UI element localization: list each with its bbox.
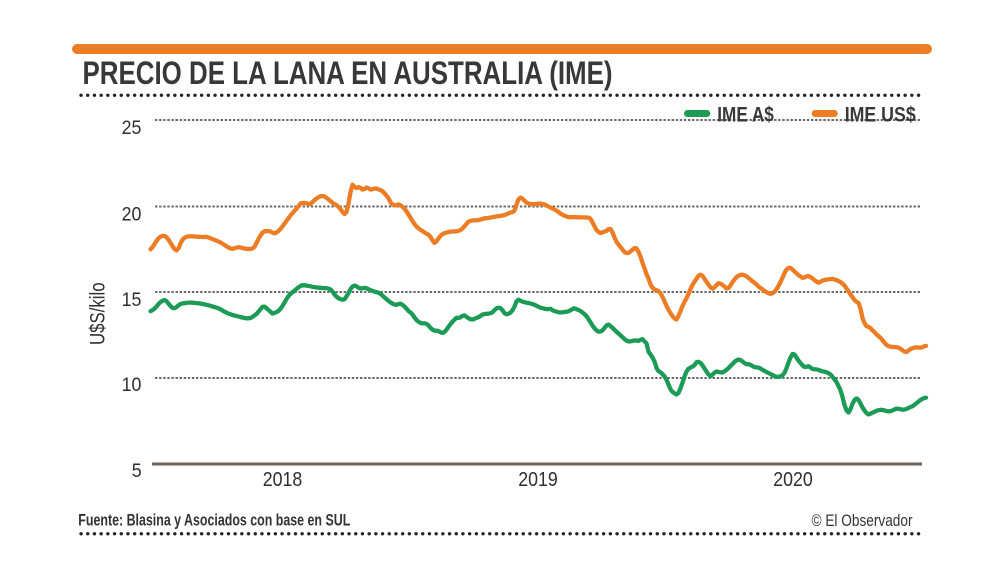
svg-text:IME A$: IME A$ <box>717 102 774 126</box>
svg-text:25: 25 <box>122 117 142 139</box>
svg-text:10: 10 <box>122 374 142 396</box>
svg-text:2019: 2019 <box>518 469 558 491</box>
svg-text:© El Observador: © El Observador <box>812 512 913 530</box>
svg-text:2018: 2018 <box>263 469 303 491</box>
svg-text:20: 20 <box>122 203 142 225</box>
svg-text:5: 5 <box>132 460 142 482</box>
svg-text:15: 15 <box>122 289 142 311</box>
svg-text:PRECIO DE LA LANA EN AUSTRALIA: PRECIO DE LA LANA EN AUSTRALIA (IME) <box>83 55 613 91</box>
svg-text:IME US$: IME US$ <box>845 102 916 126</box>
svg-text:Fuente: Blasina y Asociados co: Fuente: Blasina y Asociados con base en … <box>78 512 350 530</box>
svg-text:2020: 2020 <box>773 469 813 491</box>
svg-text:U$S/kilo: U$S/kilo <box>86 282 110 345</box>
